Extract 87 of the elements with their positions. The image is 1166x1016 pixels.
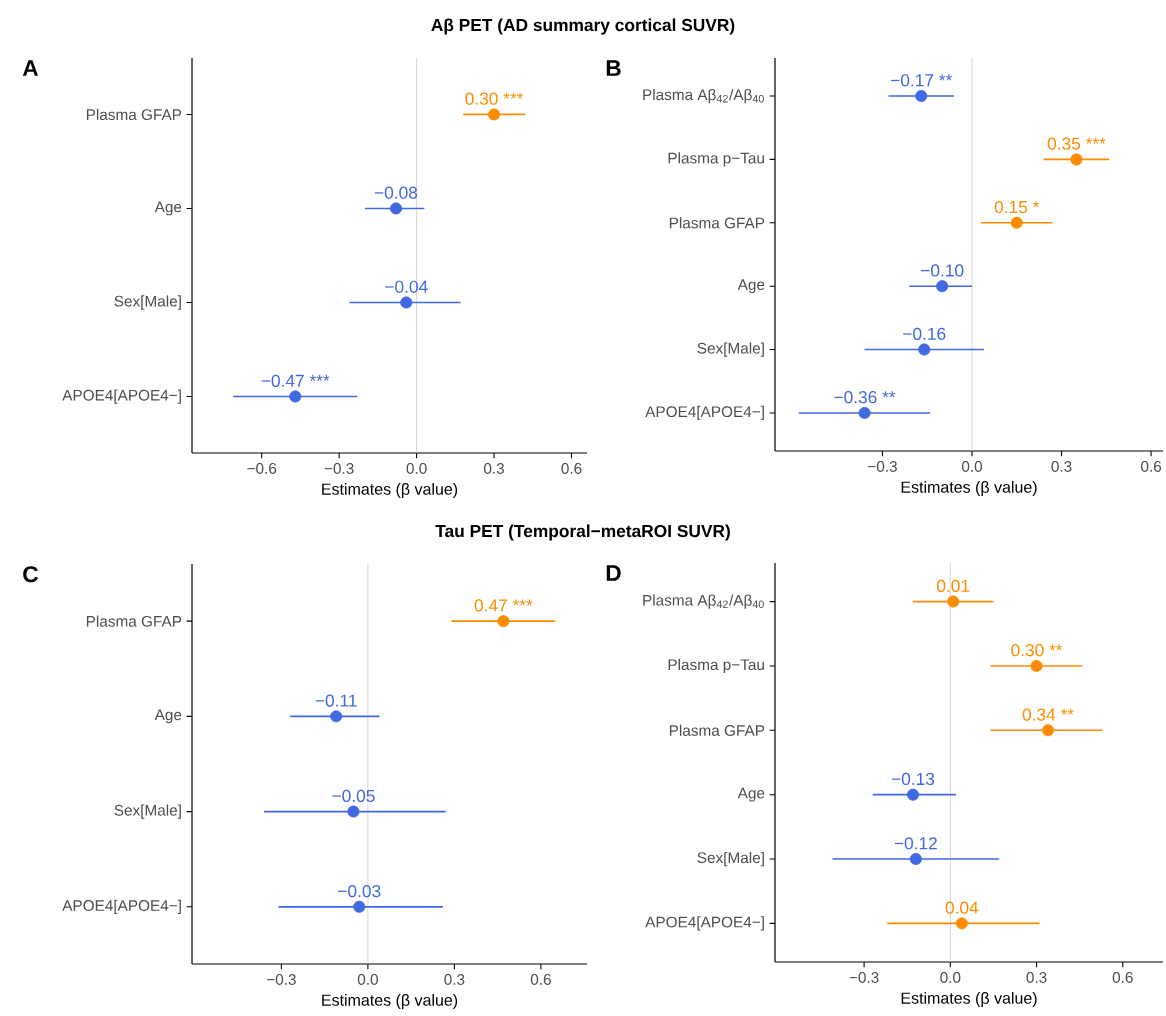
data-label: −0.03 <box>338 884 381 898</box>
text: A <box>22 60 39 76</box>
point <box>497 615 510 628</box>
x-tick-label: 0.0 <box>961 461 983 472</box>
x-axis-title: Estimates (β value) <box>322 994 458 1009</box>
data-label: 0.15 * <box>994 200 1040 214</box>
y-tick-label: Plasma p−Tau <box>668 152 764 167</box>
point <box>936 280 949 293</box>
y-tick-label: Plasma GFAP <box>86 615 182 627</box>
x-tick-label: 0.3 <box>1026 972 1047 983</box>
text: B <box>606 60 621 76</box>
point <box>1010 216 1023 229</box>
y-tick-label: APOE4[APOE4−] <box>645 916 764 931</box>
point <box>947 595 960 608</box>
data-label: 0.34 ** <box>1022 708 1074 721</box>
text: D <box>606 565 621 581</box>
x-tick-label: 0.6 <box>1112 972 1133 983</box>
y-tick-label: Sex[Male] <box>697 851 764 867</box>
data-label: −0.11 <box>315 694 357 707</box>
point <box>330 710 343 723</box>
data-label: 0.04 <box>945 901 979 914</box>
data-label: −0.10 <box>921 264 964 277</box>
x-tick-label: −0.6 <box>247 463 277 474</box>
data-label: −0.04 <box>385 280 428 293</box>
x-axis-title: Estimates (β value) <box>901 481 1037 496</box>
y-tick-label: Plasma GFAP <box>669 724 765 736</box>
point <box>289 390 302 403</box>
y-tick-label: Plasma GFAP <box>669 217 765 229</box>
point <box>1030 659 1043 672</box>
point <box>955 917 968 930</box>
point <box>488 108 501 121</box>
x-tick-label: −0.3 <box>868 461 897 472</box>
data-label: 0.47 *** <box>474 599 533 612</box>
y-tick-label: Plasma Aβ$_{42}$/Aβ$_{40}$ <box>643 594 764 609</box>
data-label: −0.13 <box>891 772 935 786</box>
y-tick-label: APOE4[APOE4−] <box>645 405 764 421</box>
x-tick-label: 0.6 <box>561 463 582 474</box>
x-tick-label: 0.3 <box>1051 461 1072 472</box>
x-tick-label: −0.3 <box>849 972 879 983</box>
x-axis-title: Estimates (β value) <box>322 483 458 498</box>
y-tick-label: APOE4[APOE4−] <box>62 899 181 914</box>
point <box>858 406 871 419</box>
x-tick-label: −0.3 <box>267 974 296 985</box>
point <box>1042 724 1055 737</box>
data-label: −0.16 <box>903 327 946 340</box>
data-label: −0.36 ** <box>834 391 896 404</box>
point <box>347 805 360 818</box>
x-tick-label: 0.3 <box>484 463 505 474</box>
x-tick-label: 0.0 <box>357 974 378 985</box>
point <box>915 90 928 103</box>
point <box>909 853 922 866</box>
data-label: −0.12 <box>894 837 937 850</box>
data-label: −0.47 *** <box>261 374 330 387</box>
data-label: 0.30 ** <box>1011 644 1063 657</box>
x-tick-label: 0.6 <box>1141 461 1162 472</box>
x-tick-label: 0.3 <box>444 974 465 985</box>
y-tick-label: Plasma Aβ$_{42}$/Aβ$_{40}$ <box>643 88 764 104</box>
y-tick-label: Plasma GFAP <box>86 108 182 121</box>
data-label: 0.30 *** <box>465 92 524 105</box>
x-tick-label: 0.0 <box>406 463 427 474</box>
chart-title: Tau PET (Temporal−metaROI SUVR) <box>435 524 730 541</box>
data-label: 0.35 *** <box>1047 137 1106 150</box>
y-tick-label: Age <box>737 279 765 294</box>
point <box>400 296 413 309</box>
chart-title: Aβ PET (AD summary cortical SUVR) <box>431 18 735 35</box>
x-tick-label: 0.0 <box>940 972 961 983</box>
x-axis-title: Estimates (β value) <box>901 992 1037 1007</box>
x-tick-label: −0.3 <box>324 463 354 474</box>
point <box>906 788 919 801</box>
data-label: −0.05 <box>332 789 375 802</box>
y-tick-label: Plasma p−Tau <box>668 658 764 674</box>
y-tick-label: Age <box>154 709 182 724</box>
data-label: 0.01 <box>937 579 970 592</box>
point <box>353 900 366 913</box>
text: C <box>23 566 39 583</box>
y-tick-label: Sex[Male] <box>697 342 764 357</box>
data-label: −0.08 <box>374 186 418 199</box>
point <box>918 343 931 356</box>
y-tick-label: Sex[Male] <box>114 295 181 310</box>
data-label: −0.17 ** <box>891 74 953 87</box>
x-tick-label: 0.6 <box>530 974 551 985</box>
y-tick-label: Sex[Male] <box>114 804 181 819</box>
y-tick-label: Age <box>737 787 765 802</box>
point <box>389 202 402 215</box>
y-tick-label: Age <box>154 201 182 216</box>
y-tick-label: APOE4[APOE4−] <box>62 389 181 404</box>
point <box>1070 153 1083 166</box>
